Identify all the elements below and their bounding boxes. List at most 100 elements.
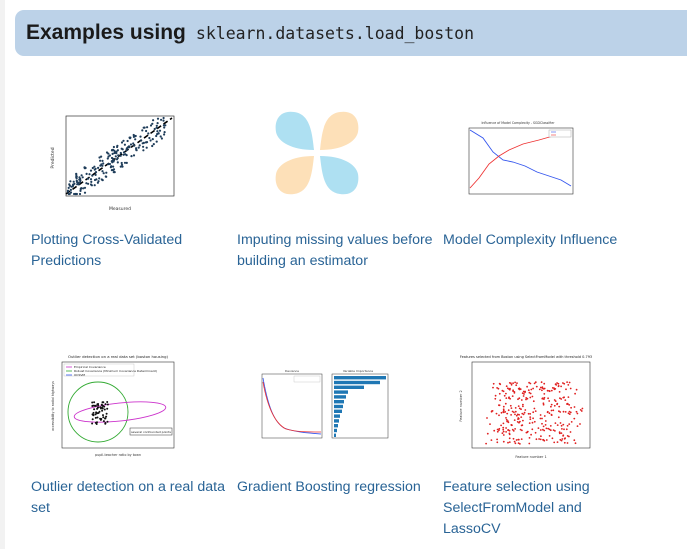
example-link-outlier-detection[interactable]: Outlier detection on a real data set [31, 479, 226, 516]
cv-point [75, 175, 78, 179]
cv-point [94, 173, 97, 176]
feature-point [573, 406, 576, 408]
example-link-imputing[interactable]: Imputing missing values before building … [237, 232, 433, 269]
cv-point [110, 156, 114, 160]
cv-point [147, 132, 150, 135]
feature-point [496, 428, 499, 431]
example-link-cross-validated[interactable]: Plotting Cross-Validated Predictions [31, 232, 183, 269]
feature-point [575, 388, 578, 391]
cv-point [142, 149, 145, 152]
feature-point [566, 402, 569, 405]
cv-point [111, 149, 114, 152]
outlier-annotation: several confounded points [131, 430, 171, 434]
feature-point [581, 407, 584, 410]
feature-point [564, 411, 567, 413]
outlier-ylabel: accessibility to radial highways [51, 381, 55, 431]
feature-selection-thumbnail[interactable]: Features selected from Boston using Sele… [454, 352, 594, 464]
feature-point [561, 438, 564, 440]
outlier-point [99, 418, 102, 421]
gbr-bar [334, 414, 340, 418]
cv-point [73, 192, 76, 196]
feature-point [521, 429, 523, 432]
feature-point [563, 382, 566, 385]
outlier-point [92, 404, 95, 407]
feature-point [531, 395, 534, 398]
feature-point [502, 405, 505, 408]
outlier-plot-thumbnail[interactable]: Outlier detection on a real data set (bo… [48, 352, 178, 462]
cv-ylabel: Predicted [50, 147, 56, 168]
cv-point [78, 192, 82, 196]
feature-point [513, 419, 516, 421]
feature-point [557, 382, 560, 385]
feature-point [526, 431, 529, 434]
cv-point [80, 187, 83, 190]
feature-point [562, 423, 565, 426]
feature-point [522, 419, 524, 422]
cv-point [72, 180, 75, 183]
feature-point [562, 382, 564, 384]
section-title: Examples using [26, 21, 186, 44]
feature-point [490, 439, 493, 441]
cv-point [155, 134, 158, 138]
feature-point [548, 428, 551, 431]
feature-point [534, 431, 537, 434]
feature-point [579, 423, 581, 425]
outlier-point [94, 416, 97, 419]
cv-point [155, 126, 158, 129]
example-link-feature-selection[interactable]: Feature selection using SelectFromModel … [443, 479, 590, 537]
outlier-point [103, 408, 106, 411]
cv-point [128, 136, 131, 139]
outlier-point [104, 403, 107, 406]
cv-point [155, 124, 158, 127]
gbr-right-title: Variable Importance [343, 369, 373, 373]
feature-point [541, 422, 543, 425]
cv-point [140, 139, 143, 142]
scatter-plot-thumbnail[interactable]: Measured Predicted [48, 110, 178, 214]
feature-point [559, 411, 562, 413]
feature-point [563, 441, 566, 444]
feature-point [505, 385, 508, 388]
feature-point [509, 404, 512, 407]
feature-point [508, 429, 511, 432]
feature-point [549, 425, 552, 427]
cv-point [122, 151, 126, 154]
feature-point [531, 428, 534, 431]
feature-point [502, 408, 505, 411]
example-link-model-complexity[interactable]: Model Complexity Influence [443, 232, 618, 248]
line-plot-thumbnail[interactable]: Influence of Model Complexity - SGDClass… [453, 118, 583, 222]
feature-point [573, 439, 576, 442]
cv-point [101, 170, 104, 173]
gbr-bar [334, 419, 339, 423]
feature-point [519, 428, 522, 431]
feature-point [507, 409, 510, 412]
gbr-plot-thumbnail[interactable]: Deviance Variable Importance [254, 366, 390, 470]
imputing-logo-thumbnail[interactable] [272, 110, 402, 214]
cv-point [117, 154, 120, 157]
feature-point [504, 402, 507, 405]
outlier-point [91, 422, 94, 425]
feature-point [498, 429, 500, 432]
feature-point [553, 399, 556, 401]
feature-point [568, 423, 571, 425]
feature-point [502, 430, 505, 433]
feature-point [550, 405, 552, 408]
gbr-bar [334, 380, 380, 385]
feature-point [528, 442, 531, 445]
outlier-legend-0: Empirical Covariance [74, 365, 106, 369]
feature-point [500, 424, 502, 427]
feature-point [518, 413, 520, 416]
outlier-point [100, 407, 102, 410]
example-link-gradient-boosting[interactable]: Gradient Boosting regression [237, 479, 421, 495]
feature-point [521, 392, 524, 395]
cv-point [85, 182, 88, 185]
cv-point [163, 133, 166, 136]
feature-point [543, 439, 546, 442]
cv-point [125, 149, 128, 152]
feature-point [580, 410, 583, 412]
feature-point [518, 421, 520, 424]
section-code[interactable]: sklearn.datasets.load_boston [195, 23, 475, 43]
feature-point [507, 441, 509, 444]
cv-point [119, 154, 122, 157]
feature-point [500, 411, 503, 414]
feature-point [544, 424, 547, 426]
